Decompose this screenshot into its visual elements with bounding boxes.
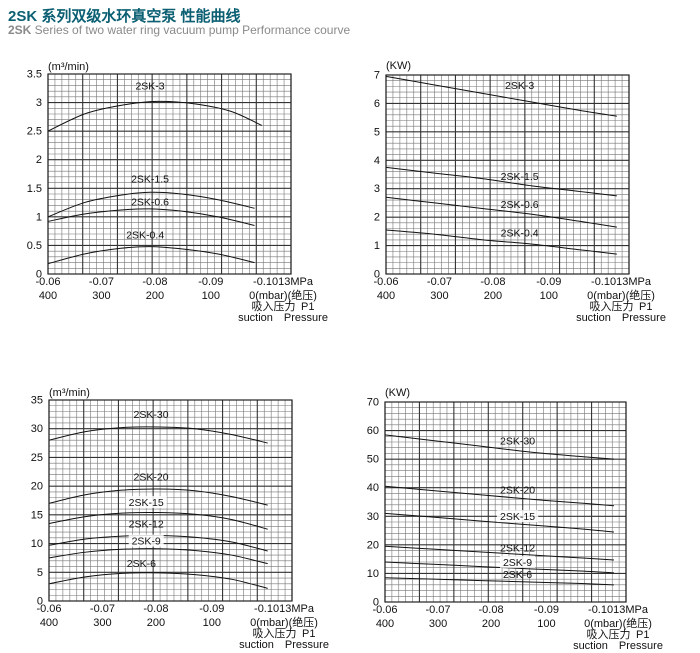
svg-text:1.5: 1.5 [27, 183, 42, 195]
svg-text:400: 400 [376, 618, 394, 630]
svg-text:2SK-15: 2SK-15 [500, 511, 535, 523]
svg-text:2SK-20: 2SK-20 [500, 485, 535, 497]
svg-text:-0.07: -0.07 [90, 603, 115, 615]
svg-text:2SK-30: 2SK-30 [134, 409, 169, 421]
svg-text:-0.08: -0.08 [143, 603, 168, 615]
svg-text:4: 4 [374, 155, 380, 167]
svg-text:0(mbar)(绝压): 0(mbar)(绝压) [249, 288, 317, 302]
svg-text:400: 400 [377, 290, 395, 302]
svg-text:-0.1013MPa: -0.1013MPa [591, 276, 652, 288]
svg-text:15: 15 [31, 509, 43, 521]
svg-text:2: 2 [374, 212, 380, 224]
svg-text:2SK-6: 2SK-6 [503, 569, 532, 581]
svg-text:-0.06: -0.06 [373, 276, 398, 288]
svg-text:3.5: 3.5 [27, 69, 42, 81]
svg-text:2SK-0.6: 2SK-0.6 [501, 199, 539, 211]
svg-text:60: 60 [367, 425, 379, 437]
svg-text:-0.07: -0.07 [427, 276, 452, 288]
svg-text:2SK-15: 2SK-15 [129, 497, 164, 509]
svg-text:50: 50 [367, 454, 379, 466]
svg-text:6: 6 [374, 98, 380, 110]
svg-text:5: 5 [37, 567, 43, 579]
svg-text:100: 100 [203, 617, 221, 629]
svg-text:10: 10 [367, 568, 379, 580]
svg-text:200: 200 [484, 290, 502, 302]
svg-text:25: 25 [31, 452, 43, 464]
svg-text:suction Pressure: suction Pressure [238, 312, 328, 324]
svg-text:100: 100 [537, 618, 555, 630]
svg-text:-0.1013MPa: -0.1013MPa [254, 603, 315, 615]
svg-text:300: 300 [93, 617, 111, 629]
svg-text:2SK-0.4: 2SK-0.4 [501, 228, 539, 240]
svg-text:20: 20 [367, 539, 379, 551]
svg-text:400: 400 [40, 617, 58, 629]
svg-text:2: 2 [36, 154, 42, 166]
svg-text:-0.07: -0.07 [89, 276, 114, 288]
svg-text:30: 30 [367, 511, 379, 523]
svg-text:2SK-1.5: 2SK-1.5 [501, 171, 539, 183]
svg-text:2SK-0.4: 2SK-0.4 [126, 229, 164, 241]
svg-text:-0.08: -0.08 [142, 276, 167, 288]
svg-text:7: 7 [374, 70, 380, 82]
svg-text:(m³/min): (m³/min) [48, 61, 89, 73]
svg-text:(KW): (KW) [385, 387, 410, 399]
svg-text:100: 100 [202, 290, 220, 302]
svg-text:3: 3 [374, 183, 380, 195]
svg-text:2SK-0.6: 2SK-0.6 [131, 196, 169, 208]
svg-text:70: 70 [367, 397, 379, 409]
svg-text:-0.09: -0.09 [536, 276, 561, 288]
svg-text:300: 300 [430, 290, 448, 302]
svg-text:-0.06: -0.06 [35, 276, 60, 288]
svg-text:200: 200 [482, 618, 500, 630]
svg-text:2SK-9: 2SK-9 [503, 557, 532, 569]
svg-text:300: 300 [429, 618, 447, 630]
svg-text:-0.06: -0.06 [36, 603, 61, 615]
svg-text:2SK-6: 2SK-6 [127, 558, 156, 570]
svg-text:30: 30 [31, 423, 43, 435]
svg-text:2SK-9: 2SK-9 [132, 536, 161, 548]
svg-text:-0.09: -0.09 [199, 603, 224, 615]
svg-text:1: 1 [374, 240, 380, 252]
svg-text:2SK-3: 2SK-3 [135, 80, 164, 92]
svg-text:1: 1 [36, 211, 42, 223]
svg-text:2SK-20: 2SK-20 [134, 471, 169, 483]
svg-text:200: 200 [146, 290, 164, 302]
svg-text:10: 10 [31, 538, 43, 550]
svg-text:2SK-12: 2SK-12 [129, 518, 164, 530]
svg-text:2SK-12: 2SK-12 [500, 543, 535, 555]
svg-text:20: 20 [31, 481, 43, 493]
svg-text:-0.09: -0.09 [534, 604, 559, 616]
svg-text:0(mbar)(绝压): 0(mbar)(绝压) [584, 616, 652, 630]
svg-text:35: 35 [31, 395, 43, 407]
svg-text:0(mbar)(绝压): 0(mbar)(绝压) [250, 615, 318, 629]
svg-text:2SK-1.5: 2SK-1.5 [131, 173, 169, 185]
svg-text:suction Pressure: suction Pressure [576, 312, 666, 324]
svg-text:3: 3 [36, 97, 42, 109]
svg-text:suction Pressure: suction Pressure [573, 640, 663, 652]
svg-text:2SK-30: 2SK-30 [500, 435, 535, 447]
svg-text:5: 5 [374, 126, 380, 138]
svg-text:-0.08: -0.08 [479, 604, 504, 616]
svg-text:40: 40 [367, 482, 379, 494]
svg-text:2.5: 2.5 [27, 126, 42, 138]
svg-text:2SK-3: 2SK-3 [505, 80, 534, 92]
svg-text:-0.06: -0.06 [372, 604, 397, 616]
svg-text:100: 100 [540, 290, 558, 302]
svg-text:300: 300 [92, 290, 110, 302]
svg-text:(m³/min): (m³/min) [49, 387, 90, 399]
svg-text:-0.07: -0.07 [425, 604, 450, 616]
svg-text:0(mbar)(绝压): 0(mbar)(绝压) [587, 288, 655, 302]
svg-text:0.5: 0.5 [27, 240, 42, 252]
svg-text:-0.09: -0.09 [198, 276, 223, 288]
svg-text:-0.08: -0.08 [480, 276, 505, 288]
svg-text:-0.1013MPa: -0.1013MPa [588, 604, 649, 616]
svg-text:-0.1013MPa: -0.1013MPa [253, 276, 314, 288]
svg-text:(KW): (KW) [386, 60, 411, 72]
svg-text:suction Pressure: suction Pressure [239, 639, 329, 651]
svg-text:400: 400 [39, 290, 57, 302]
svg-text:200: 200 [147, 617, 165, 629]
